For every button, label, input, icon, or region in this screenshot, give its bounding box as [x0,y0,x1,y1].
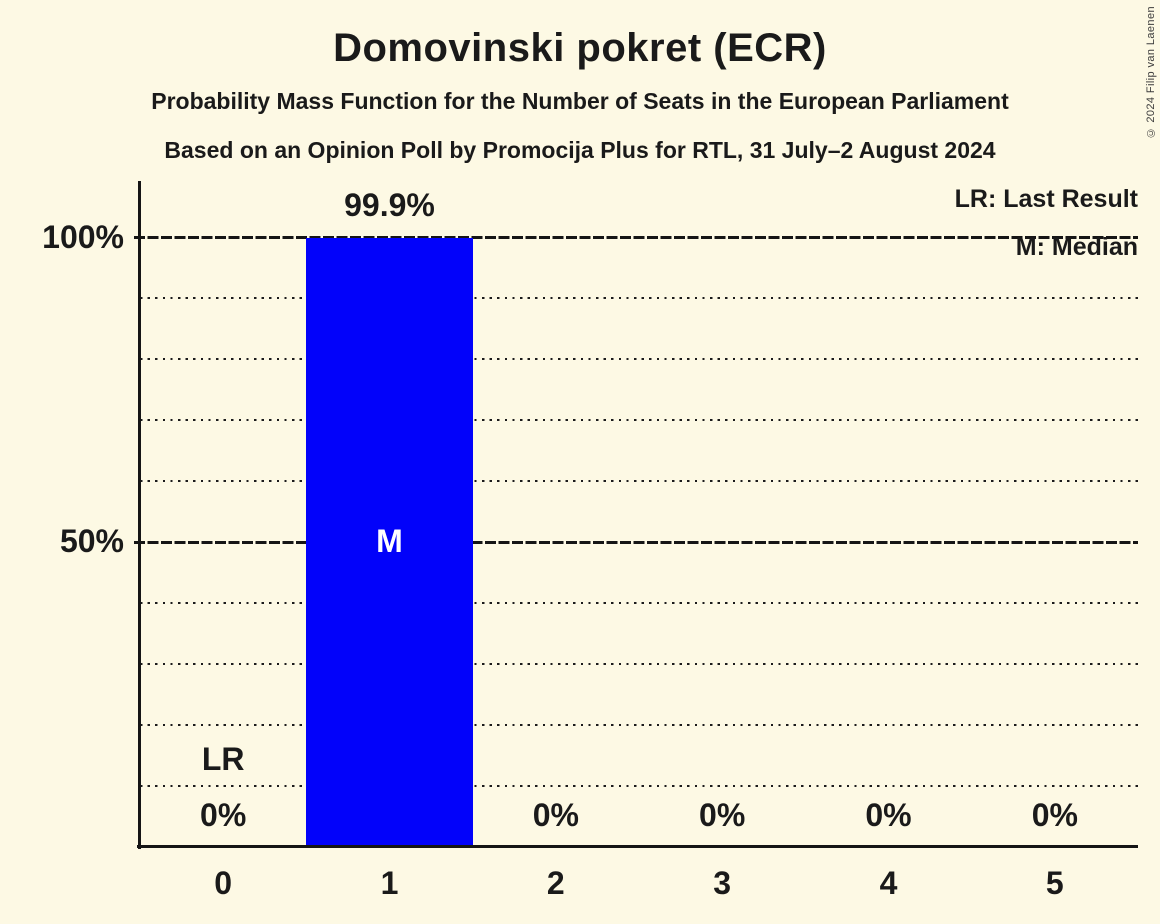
x-tick-label-4: 4 [879,865,898,901]
gridline-40pct [140,602,1138,605]
value-label-seat-4: 0% [865,797,912,833]
last-result-marker: LR [201,741,245,777]
value-label-seat-1: 99.9% [344,186,435,223]
gridline-90pct [140,297,1138,300]
gridline-10pct [140,785,1138,788]
gridline-80pct [140,358,1138,361]
x-tick-label-5: 5 [1045,865,1064,901]
value-label-seat-0: 0% [200,797,247,833]
gridline-60pct [140,480,1138,483]
value-label-seat-3: 0% [699,797,746,833]
legend-last-result: LR: Last Result [954,185,1138,213]
y-axis-line [138,181,141,849]
y-tick-label-100: 100% [42,219,124,255]
gridline-100pct [134,235,1138,239]
value-label-seat-2: 0% [532,797,579,833]
x-tick-label-1: 1 [380,865,399,901]
x-axis-line [137,845,1138,848]
x-tick-label-2: 2 [546,865,565,901]
chart-poll-info: Based on an Opinion Poll by Promocija Pl… [164,137,996,163]
gridline-50pct [134,540,1138,544]
y-tick-label-50: 50% [59,523,124,559]
chart-subtitle: Probability Mass Function for the Number… [151,88,1009,114]
legend-median: M: Median [1015,233,1138,261]
chart-title: Domovinski pokret (ECR) [333,26,827,70]
gridline-20pct [140,724,1138,727]
median-marker: M [376,523,403,559]
bar-seat-1 [306,237,473,847]
copyright-note: © 2024 Filip van Laenen [1145,6,1157,139]
value-label-seat-5: 0% [1031,797,1078,833]
x-tick-label-3: 3 [713,865,732,901]
x-tick-label-0: 0 [214,865,233,901]
gridline-30pct [140,663,1138,666]
gridline-70pct [140,419,1138,422]
